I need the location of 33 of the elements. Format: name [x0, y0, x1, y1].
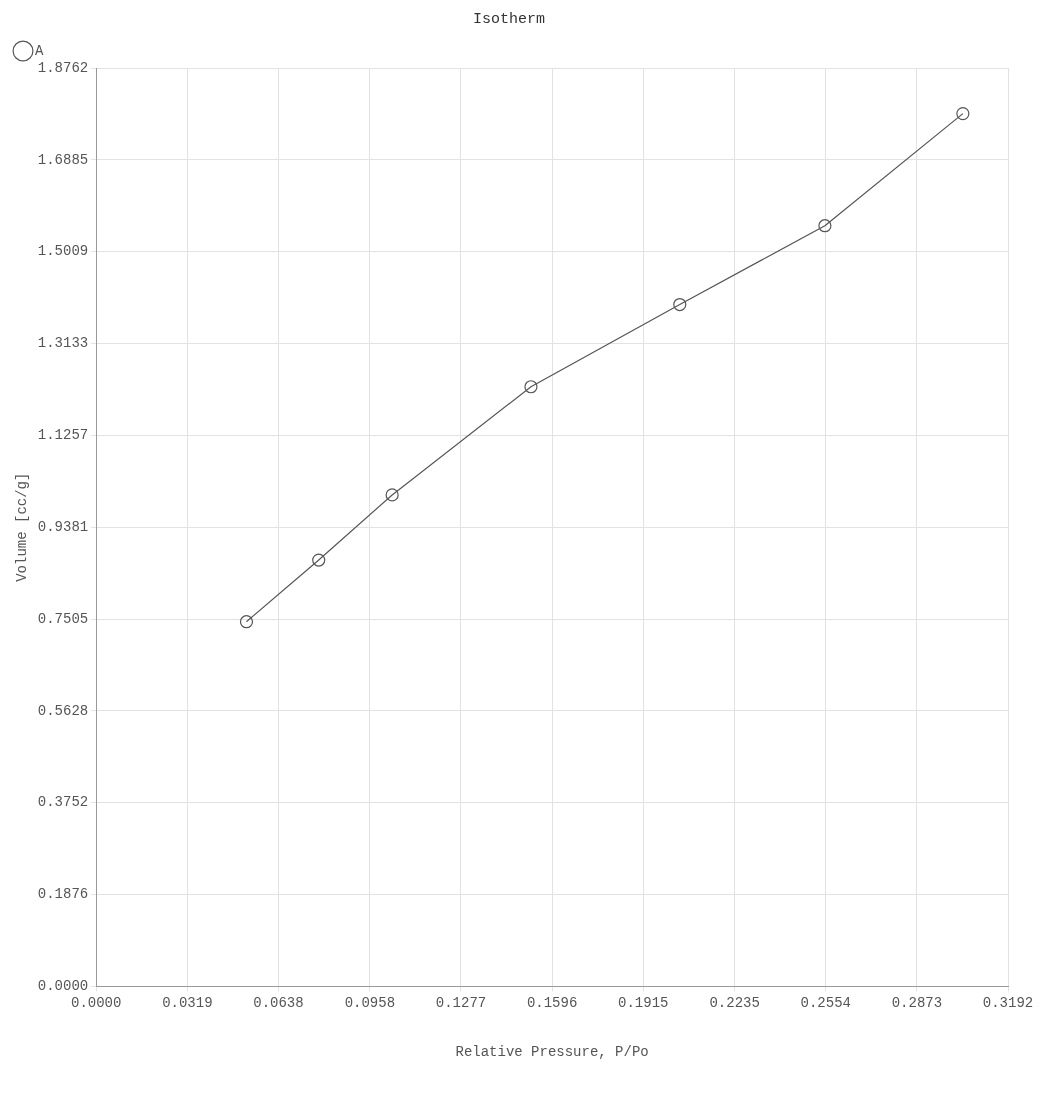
point	[385, 488, 399, 502]
y-tick-label: 0.0000	[37, 978, 89, 995]
x-tick-label: 0.0638	[253, 994, 304, 1011]
point	[239, 615, 254, 629]
chart-title: Isotherm	[472, 10, 546, 28]
x-tick-label: 0.0000	[71, 994, 122, 1011]
point	[956, 107, 970, 121]
y-tick-label: 0.1876	[37, 886, 89, 903]
x-tick-label: 0.0958	[344, 994, 396, 1011]
y-tick-label: 1.8762	[37, 59, 89, 76]
point	[312, 553, 326, 567]
legend-label: A	[35, 42, 44, 59]
x-tick-label: 0.2873	[891, 994, 943, 1011]
y-tick-label: 0.9381	[37, 518, 89, 535]
x-axis-title: Relative Pressure, P/Po	[455, 1044, 649, 1061]
x-tick-label: 0.3192	[982, 994, 1034, 1011]
y-tick-label: 1.5009	[37, 243, 89, 260]
y-tick-label: 1.6885	[37, 151, 89, 168]
x-tick-label: 0.1277	[435, 994, 487, 1011]
x-tick-label: 0.0319	[162, 994, 213, 1011]
y-tick-label: 0.7505	[37, 610, 89, 627]
y-tick-label: 0.5628	[37, 702, 89, 719]
x-tick-label: 0.2554	[800, 994, 851, 1011]
point	[524, 380, 538, 394]
y-axis-title: Volume [cc/g]	[14, 472, 31, 582]
point	[673, 297, 687, 312]
x-tick-label: 0.1915	[618, 994, 669, 1011]
x-tick-label: 0.2235	[709, 994, 760, 1011]
y-tick-label: 1.1257	[37, 427, 89, 444]
y-tick-label: 0.3752	[37, 794, 89, 811]
point	[818, 219, 832, 233]
x-tick-label: 0.1596	[526, 994, 578, 1011]
y-tick-label: 1.3133	[37, 335, 89, 352]
